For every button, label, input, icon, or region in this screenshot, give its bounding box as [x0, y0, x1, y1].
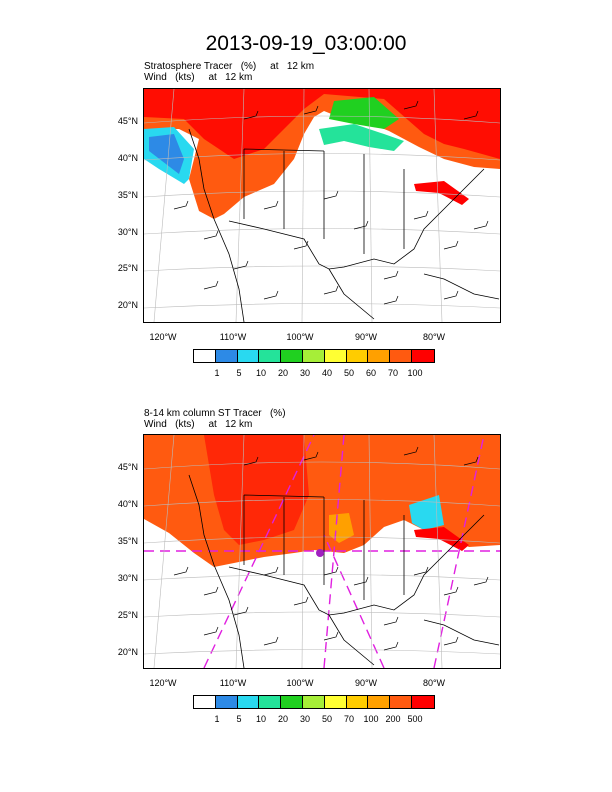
panel2-map: [143, 434, 501, 669]
panel1-cbar-label: 5: [236, 368, 242, 378]
panel1-cbar-label: 40: [321, 368, 332, 378]
panel2-lat-20: 20°N: [117, 647, 138, 657]
panel2-cbar-label: 50: [321, 714, 332, 724]
panel2-cbar-label: 1: [214, 714, 220, 724]
page-title: 2013-09-19_03:00:00: [205, 32, 407, 55]
panel2-subtitle-2: Wind (kts) at 12 km: [144, 419, 253, 430]
panel2-subtitle-1: 8-14 km column ST Tracer (%): [144, 408, 286, 419]
tracer-region-east-2: [414, 527, 469, 551]
panel1-cbar-label: 50: [343, 368, 354, 378]
panel2-cbar-label: 500: [407, 714, 423, 724]
tracer-region-blue: [149, 134, 184, 174]
panel1-cbar-label: 10: [255, 368, 266, 378]
panel2-lat-30: 30°N: [117, 573, 138, 583]
panel1-subtitle-2: Wind (kts) at 12 km: [144, 72, 253, 83]
panel2-cbar-label: 20: [277, 714, 288, 724]
tracer-region-lakes-inner: [329, 97, 399, 129]
panel1-cbar-label: 70: [387, 368, 398, 378]
panel1-map: [143, 88, 501, 323]
panel2-cbar-label: 30: [299, 714, 310, 724]
panel1-lon-120: 120°W: [149, 332, 177, 342]
panel1-lat-45: 45°N: [117, 116, 138, 126]
panel1-lon-80: 80°W: [422, 332, 446, 342]
panel1-colorbar: [193, 349, 435, 363]
tracer-region-lakes: [319, 124, 404, 151]
panel2-cbar-label: 70: [343, 714, 354, 724]
panel1-lat-40: 40°N: [117, 153, 138, 163]
panel2-cbar-label: 10: [255, 714, 266, 724]
panel1-lat-30: 30°N: [117, 227, 138, 237]
panel1-lon-100: 100°W: [286, 332, 314, 342]
panel2-cbar-label: 200: [385, 714, 401, 724]
tracer-region-red: [144, 89, 500, 159]
panel2-lon-90: 90°W: [354, 678, 378, 688]
panel2-lat-40: 40°N: [117, 499, 138, 509]
panel2-lon-100: 100°W: [286, 678, 314, 688]
panel1-lon-110: 110°W: [219, 332, 247, 342]
panel1-lon-90: 90°W: [354, 332, 378, 342]
panel1-cbar-label: 30: [299, 368, 310, 378]
panel1-cbar-label: 100: [407, 368, 423, 378]
tracer-region-east: [409, 495, 444, 530]
panel2-lon-120: 120°W: [149, 678, 177, 688]
panel1-subtitle-1: Stratosphere Tracer (%) at 12 km: [144, 61, 315, 72]
tracer-region-east: [414, 181, 469, 205]
panel2-lat-25: 25°N: [117, 610, 138, 620]
panel1-lat-35: 35°N: [117, 190, 138, 200]
panel2-lat-45: 45°N: [117, 462, 138, 472]
panel1-lat-20: 20°N: [117, 300, 138, 310]
panel2-cbar-label: 5: [236, 714, 242, 724]
panel2-lon-110: 110°W: [219, 678, 247, 688]
panel2-colorbar: [193, 695, 435, 709]
panel1-lat-25: 25°N: [117, 263, 138, 273]
panel1-cbar-label: 1: [214, 368, 220, 378]
panel1-cbar-label: 60: [365, 368, 376, 378]
panel2-lon-80: 80°W: [422, 678, 446, 688]
panel1-cbar-label: 20: [277, 368, 288, 378]
panel2-cbar-label: 100: [363, 714, 379, 724]
panel2-lat-35: 35°N: [117, 536, 138, 546]
